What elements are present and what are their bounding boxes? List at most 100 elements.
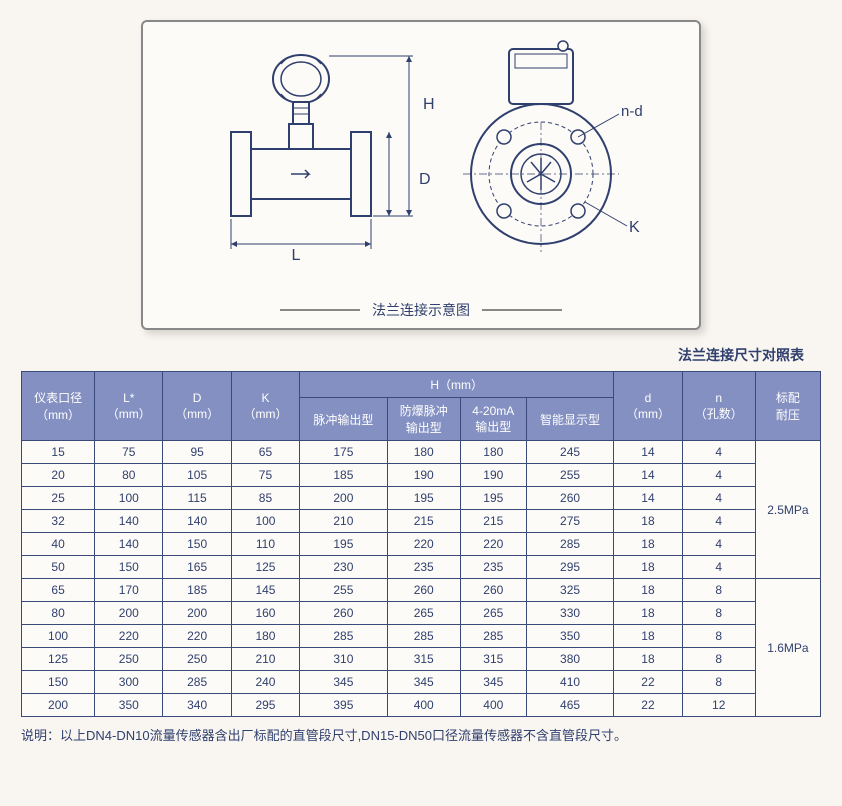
table-cell: 200 [95,602,163,625]
dim-label-D: D [419,171,431,188]
table-cell: 18 [614,533,682,556]
table-cell: 85 [231,487,299,510]
table-cell: 4 [682,533,755,556]
table-cell: 185 [300,464,388,487]
table-cell: 260 [300,602,388,625]
table-cell: 32 [22,510,95,533]
diagram-frame: L H D [141,20,701,330]
table-cell: 220 [95,625,163,648]
dim-label-K: K [629,219,640,236]
table-cell: 195 [387,487,460,510]
th-h3: 4-20mA 输出型 [460,398,526,441]
diagram-caption-row: 法兰连接示意图 [143,300,699,320]
table-cell: 100 [231,510,299,533]
table-cell: 310 [300,648,388,671]
table-cell: 220 [163,625,231,648]
caption-line-left [280,309,360,311]
table-cell: 12 [682,694,755,717]
table-cell: 14 [614,441,682,464]
table-cell: 200 [22,694,95,717]
table-cell: 315 [387,648,460,671]
table-cell: 150 [95,556,163,579]
table-cell: 8 [682,648,755,671]
table-cell: 260 [387,579,460,602]
table-cell: 245 [526,441,614,464]
table-cell: 65 [22,579,95,602]
table-cell: 215 [387,510,460,533]
table-cell: 210 [300,510,388,533]
table-cell: 190 [460,464,526,487]
table-cell: 150 [22,671,95,694]
table-cell: 140 [95,533,163,556]
table-cell: 8 [682,671,755,694]
table-cell: 315 [460,648,526,671]
th-bore: 仪表口径 （mm） [22,372,95,441]
table-cell: 400 [387,694,460,717]
th-D: D （mm） [163,372,231,441]
table-cell: 80 [95,464,163,487]
th-L: L* （mm） [95,372,163,441]
table-cell: 345 [460,671,526,694]
table-cell: 105 [163,464,231,487]
table-cell: 100 [22,625,95,648]
table-cell: 260 [460,579,526,602]
table-cell: 18 [614,625,682,648]
table-cell: 140 [95,510,163,533]
table-cell: 285 [387,625,460,648]
table-cell: 75 [231,464,299,487]
table-cell: 260 [526,487,614,510]
table-cell: 410 [526,671,614,694]
table-cell: 15 [22,441,95,464]
table-cell: 380 [526,648,614,671]
table-cell: 18 [614,510,682,533]
dim-label-L: L [292,247,301,264]
table-cell: 395 [300,694,388,717]
table-cell: 175 [300,441,388,464]
table-cell: 75 [95,441,163,464]
table-cell: 250 [95,648,163,671]
table-cell: 18 [614,579,682,602]
table-cell: 195 [300,533,388,556]
table-cell: 4 [682,464,755,487]
table-cell: 18 [614,648,682,671]
table-cell: 220 [460,533,526,556]
table-cell: 22 [614,671,682,694]
table-cell: 14 [614,487,682,510]
table-cell: 465 [526,694,614,717]
table-row: 125250250210310315315380188 [22,648,821,671]
table-cell: 20 [22,464,95,487]
table-cell: 240 [231,671,299,694]
table-row: 157595651751801802451442.5MPa [22,441,821,464]
table-cell: 18 [614,556,682,579]
table-row: 50150165125230235235295184 [22,556,821,579]
table-cell: 220 [387,533,460,556]
table-cell: 350 [526,625,614,648]
table-cell: 8 [682,625,755,648]
table-cell: 8 [682,602,755,625]
table-cell: 8 [682,579,755,602]
table-cell: 300 [95,671,163,694]
table-row: 208010575185190190255144 [22,464,821,487]
table-subtitle: 法兰连接尺寸对照表 [20,345,804,365]
table-row: 651701851452552602603251881.6MPa [22,579,821,602]
table-cell: 235 [460,556,526,579]
th-n: n （孔数） [682,372,755,441]
caption-line-right [482,309,562,311]
table-row: 2510011585200195195260144 [22,487,821,510]
table-cell: 115 [163,487,231,510]
th-H-group: H（mm） [300,372,614,398]
table-cell: 18 [614,602,682,625]
table-cell: 255 [526,464,614,487]
table-cell: 80 [22,602,95,625]
table-cell: 340 [163,694,231,717]
table-cell: 14 [614,464,682,487]
pressure-cell: 2.5MPa [755,441,820,579]
table-cell: 210 [231,648,299,671]
table-cell: 285 [300,625,388,648]
table-row: 2003503402953954004004652212 [22,694,821,717]
table-row: 80200200160260265265330188 [22,602,821,625]
table-cell: 4 [682,487,755,510]
th-h4: 智能显示型 [526,398,614,441]
table-cell: 185 [163,579,231,602]
diagram-caption: 法兰连接示意图 [372,300,470,320]
